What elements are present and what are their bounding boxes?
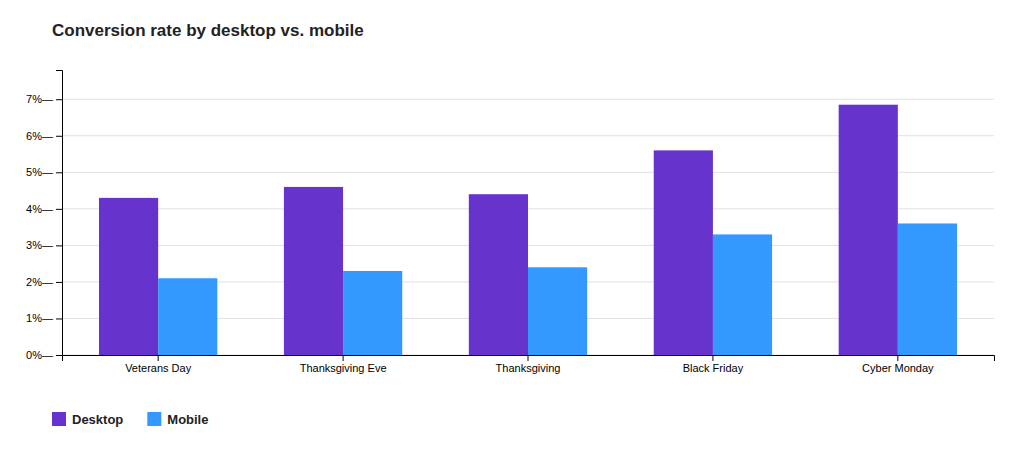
bar-series <box>158 223 957 355</box>
bar <box>713 234 772 355</box>
y-tick: 0%— <box>26 349 62 361</box>
x-tick-label: Thanksgiving Eve <box>300 362 387 374</box>
y-tick: 6%— <box>26 130 62 142</box>
legend-item: Mobile <box>147 412 208 427</box>
y-tick: 5%— <box>26 166 62 178</box>
x-tick: Thanksgiving <box>496 355 561 374</box>
bar <box>654 150 713 355</box>
y-tick-label: 2%— <box>26 276 53 288</box>
y-tick-label: 1%— <box>26 312 53 324</box>
grid <box>62 99 994 355</box>
title: Conversion rate by desktop vs. mobile <box>52 21 364 40</box>
x-tick: Thanksgiving Eve <box>300 355 387 374</box>
y-axis: 0%— 1%— 2%— 3%— 4%— 5%— 6%— 7%— <box>26 71 62 362</box>
y-tick-label: 3%— <box>26 239 53 251</box>
y-tick: 4%— <box>26 203 62 215</box>
bar <box>469 194 528 355</box>
bars <box>99 105 957 355</box>
bar <box>528 267 587 355</box>
legend: Desktop Mobile <box>52 412 208 427</box>
legend-label: Desktop <box>72 412 123 427</box>
legend-label: Mobile <box>167 412 208 427</box>
x-tick-label: Veterans Day <box>125 362 192 374</box>
bar <box>158 278 217 355</box>
x-tick-label: Black Friday <box>683 362 744 374</box>
plot: 0%— 1%— 2%— 3%— 4%— 5%— 6%— 7%— Veterans Day Than… <box>26 71 994 374</box>
bar <box>898 223 957 355</box>
grid-line <box>62 99 994 100</box>
y-tick-mark <box>56 172 62 173</box>
y-tick-mark <box>56 355 62 356</box>
bar <box>99 198 158 355</box>
y-tick-label: 0%— <box>26 349 53 361</box>
bar-series <box>99 105 898 355</box>
bar <box>343 271 402 355</box>
x-tick-mark <box>528 355 529 361</box>
bar <box>839 105 898 355</box>
y-tick-mark <box>56 209 62 210</box>
x-tick: Black Friday <box>683 355 744 374</box>
y-tick-label: 7%— <box>26 93 53 105</box>
legend-swatch <box>147 412 161 426</box>
x-tick-label: Thanksgiving <box>496 362 561 374</box>
x-tick-mark <box>158 355 159 361</box>
legend-item: Desktop <box>52 412 123 427</box>
legend-swatch <box>52 412 66 426</box>
x-tick-label: Cyber Monday <box>862 362 934 374</box>
y-tick: 3%— <box>26 239 62 251</box>
y-tick-label: 4%— <box>26 203 53 215</box>
x-tick-mark <box>343 355 344 361</box>
y-axis-line <box>56 71 63 356</box>
bar <box>284 187 343 355</box>
x-tick-mark <box>712 355 713 361</box>
y-tick-mark <box>56 136 62 137</box>
y-tick: 7%— <box>26 93 62 105</box>
y-tick-mark <box>56 282 62 283</box>
chart: 0%— 1%— 2%— 3%— 4%— 5%— 6%— 7%— Veterans Day Than… <box>0 0 1024 450</box>
x-axis-line <box>63 356 995 362</box>
y-tick-mark <box>56 245 62 246</box>
x-tick: Cyber Monday <box>862 355 934 374</box>
y-tick: 2%— <box>26 276 62 288</box>
y-tick-label: 6%— <box>26 130 53 142</box>
x-tick-mark <box>897 355 898 361</box>
y-tick-mark <box>56 318 62 319</box>
x-tick: Veterans Day <box>125 355 192 374</box>
y-tick-label: 5%— <box>26 166 53 178</box>
y-tick-mark <box>56 99 62 100</box>
y-tick: 1%— <box>26 312 62 324</box>
x-axis: Veterans Day Thanksgiving Eve Thanksgiving… <box>63 355 995 374</box>
